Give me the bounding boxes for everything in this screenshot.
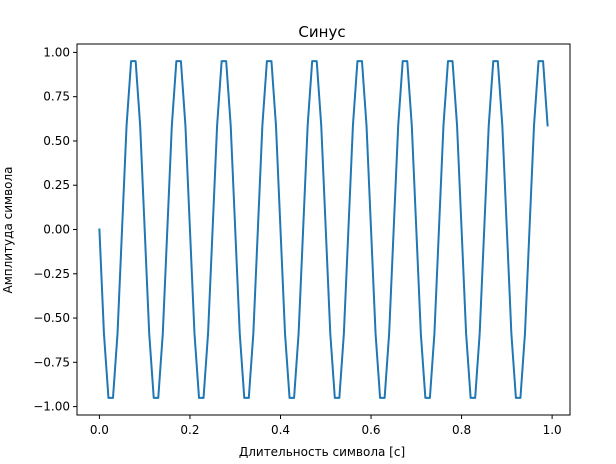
x-tick-label: 0.2 [180, 423, 199, 437]
plot-area: 0.0 0.2 0.4 0.6 0.8 1.0 −1.00 −0.75 −0.50 −0.25 0.… [33, 43, 571, 437]
chart-title: Синус [298, 23, 345, 41]
x-tick-label: 1.0 [543, 423, 562, 437]
y-tick-label: −0.25 [33, 267, 70, 281]
series-line-0 [98, 60, 549, 399]
x-axis-label: Длительность символа [с] [239, 445, 405, 459]
y-tick-label: 0.25 [43, 178, 70, 192]
y-tick-label: 0.50 [43, 134, 70, 148]
y-tick-label: −0.75 [33, 355, 70, 369]
y-tick-label: −1.00 [33, 400, 70, 414]
y-tick-label: −0.50 [33, 311, 70, 325]
y-tick-label: 1.00 [43, 45, 70, 59]
x-tick-label: 0.0 [90, 423, 109, 437]
y-tick-label: 0.75 [43, 90, 70, 104]
x-tick-label: 0.6 [361, 423, 380, 437]
y-axis-label: Амплитуда символа [1, 166, 15, 293]
x-tick-label: 0.4 [271, 423, 290, 437]
y-tick-label: 0.00 [43, 223, 70, 237]
x-tick-label: 0.8 [452, 423, 471, 437]
